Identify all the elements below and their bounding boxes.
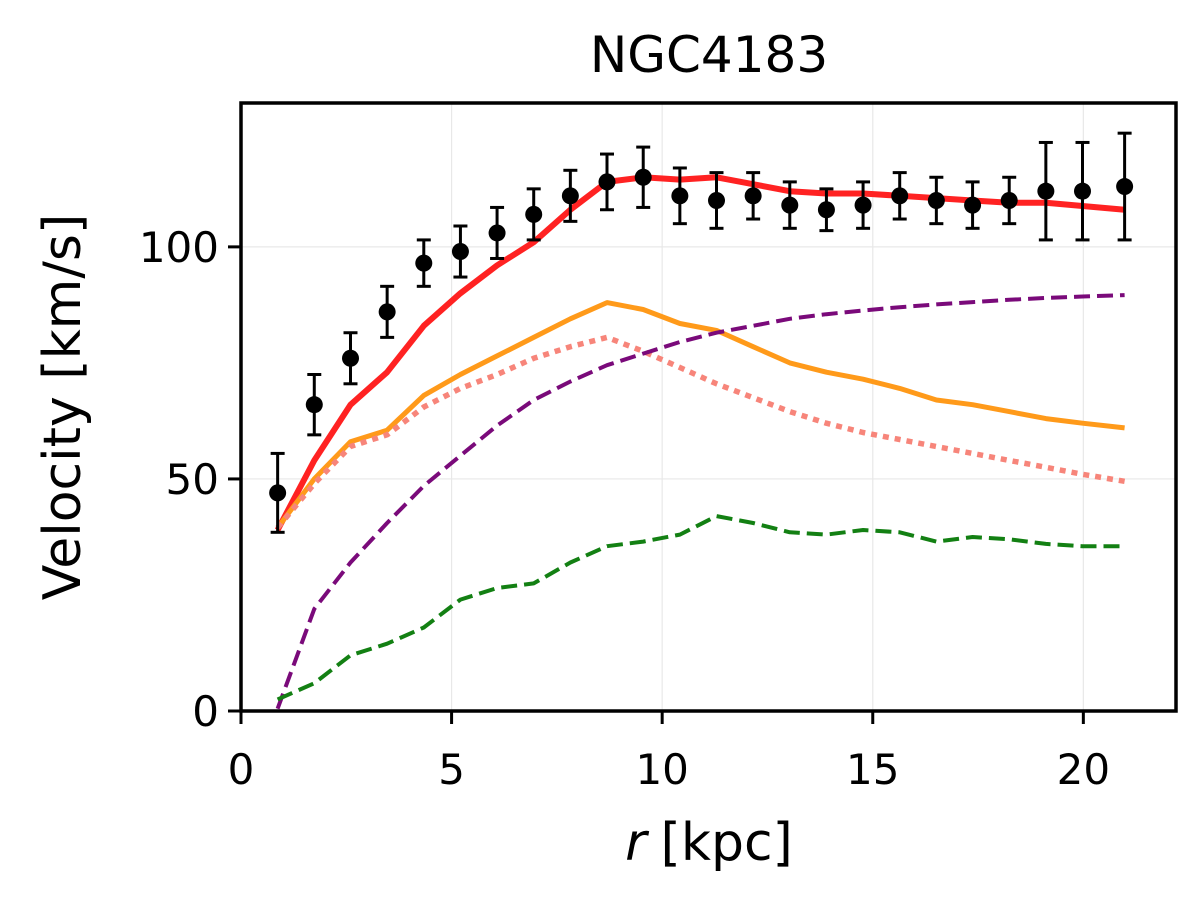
x-tick-label: 0 <box>228 745 255 794</box>
data-point <box>1037 182 1055 200</box>
data-point <box>561 187 579 205</box>
observed-data-layer <box>269 131 1134 534</box>
data-point <box>964 196 982 214</box>
grid <box>240 103 1176 712</box>
series-line-baryons <box>275 300 1125 530</box>
x-axis: 0 5 10 15 20 <box>228 711 1110 794</box>
x-axis-label-unit: [kpc] <box>661 813 793 873</box>
series-layer <box>274 174 1126 710</box>
data-point <box>305 396 323 414</box>
data-point <box>598 173 616 191</box>
y-axis: 0 50 100 <box>139 223 241 736</box>
plot-frame <box>239 101 1178 713</box>
y-tick-label: 100 <box>139 223 219 272</box>
series-line-dark-matter-halo <box>275 293 1125 710</box>
data-point <box>781 196 799 214</box>
data-point <box>744 187 762 205</box>
y-tick-label: 0 <box>192 687 219 736</box>
x-axis-label: r [kpc] <box>625 813 793 873</box>
data-point <box>415 254 433 272</box>
data-point <box>891 187 909 205</box>
data-point <box>854 196 872 214</box>
data-point <box>1116 178 1134 196</box>
data-point <box>269 484 287 502</box>
data-point <box>378 303 396 321</box>
data-point <box>342 349 360 367</box>
series-line-total-model <box>274 174 1125 532</box>
data-point <box>927 191 945 209</box>
data-point <box>708 191 726 209</box>
data-point <box>634 168 652 186</box>
data-point <box>671 187 689 205</box>
data-point <box>488 224 506 242</box>
data-point <box>1000 191 1018 209</box>
x-axis-label-variable: r <box>625 813 650 873</box>
data-point <box>451 243 469 261</box>
y-axis-label: Velocity [km/s] <box>33 214 93 600</box>
series-line-stellar-disk <box>275 334 1126 530</box>
x-tick-label: 10 <box>635 745 688 794</box>
data-point <box>525 205 543 223</box>
data-point <box>1074 182 1091 200</box>
x-tick-label: 20 <box>1057 745 1110 794</box>
y-tick-label: 50 <box>166 455 219 504</box>
x-tick-label: 15 <box>846 745 899 794</box>
x-tick-label: 5 <box>438 745 465 794</box>
chart-title: NGC4183 <box>590 26 828 84</box>
series-line-gas <box>276 514 1125 702</box>
data-point <box>817 201 835 219</box>
